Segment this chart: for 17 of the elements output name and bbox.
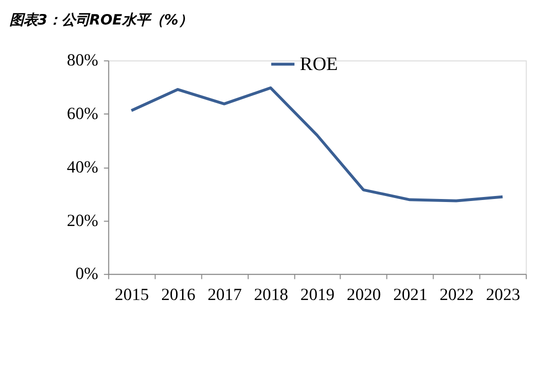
x-tick-label: 2017 xyxy=(208,285,242,304)
y-tick-label: 0% xyxy=(75,264,98,284)
line-series xyxy=(130,86,504,202)
y-tick-label: 60% xyxy=(66,104,98,123)
x-tick-label: 2018 xyxy=(254,285,288,304)
y-tick-label: 40% xyxy=(66,157,98,176)
x-tick-label: 2016 xyxy=(161,285,196,304)
chart-title: 图表3：公司ROE水平（%） xyxy=(9,12,192,28)
legend-label: ROE xyxy=(300,54,338,75)
x-tick-label: 2022 xyxy=(440,285,474,304)
y-tick-label: 20% xyxy=(66,210,98,230)
x-tick-label: 2021 xyxy=(393,285,428,304)
x-tick-label: 2019 xyxy=(300,285,335,304)
x-tick-label: 2015 xyxy=(114,285,149,304)
y-tick-label: 80% xyxy=(66,50,98,70)
x-tick-label: 2023 xyxy=(486,285,520,304)
x-tick-label: 2020 xyxy=(346,285,381,304)
